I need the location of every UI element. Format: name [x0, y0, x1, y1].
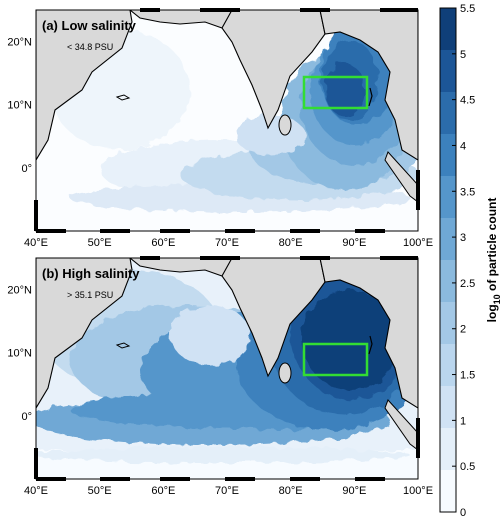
frame-bar-left — [34, 448, 38, 479]
land-sumatra — [384, 399, 418, 451]
x-tick-label: 50°E — [88, 485, 112, 497]
colorbar-bin — [440, 92, 456, 134]
x-tick-label: 90°E — [342, 237, 366, 249]
colorbar-tick-label: 5 — [460, 49, 466, 61]
colorbar: 5.5 5 4.5 4 3.5 3 2.5 2 1.5 1 0.5 0 log10 of partic… — [439, 3, 500, 519]
panel-subtitle: > 35.1 PSU — [67, 290, 113, 300]
panel-subtitle: < 34.8 PSU — [67, 42, 113, 52]
axis-ticks: 40°E 50°E 60°E 70°E 80°E 90°E 100°E 20°N 10°N 0° — [7, 37, 433, 249]
frame-bar-right — [416, 170, 420, 210]
colorbar-bin — [440, 176, 456, 218]
frame-bar-bottom — [36, 229, 385, 233]
colorbar-tick-label: 5.5 — [460, 3, 475, 15]
colorbar-tick-label: 0.5 — [460, 461, 475, 473]
x-tick-label: 90°E — [342, 485, 366, 497]
colorbar-tick-label: 2 — [460, 324, 466, 336]
frame-bar-right — [416, 418, 420, 458]
frame-bar-top — [140, 8, 418, 12]
x-tick-label: 100°E — [403, 485, 433, 497]
colorbar-bin — [440, 218, 456, 260]
land-arabia-africa — [36, 10, 133, 162]
colorbar-tick-label: 1.5 — [460, 370, 475, 382]
release-box — [302, 342, 369, 377]
colorbar-bin — [440, 260, 456, 302]
colorbar-bin — [440, 344, 456, 386]
frame-bar-left — [34, 200, 38, 231]
x-tick-label: 80°E — [279, 237, 303, 249]
land-sri-lanka — [278, 114, 292, 136]
colorbar-bin — [440, 386, 456, 428]
x-tick-label: 40°E — [24, 237, 48, 249]
y-tick-label: 20°N — [7, 37, 32, 49]
land-andaman-islands — [368, 87, 373, 107]
y-tick-label: 0° — [21, 163, 32, 175]
x-tick-label: 50°E — [88, 237, 112, 249]
panel-a: (a) Low salinity < 34.8 PSU 40°E 50°E 60°E… — [7, 8, 433, 249]
colorbar-tick-label: 2.5 — [460, 278, 475, 290]
panel-title: (a) Low salinity — [42, 18, 137, 33]
land-southeast-asia — [319, 258, 418, 409]
colorbar-tick-label: 0 — [460, 507, 466, 519]
colorbar-tick-label: 3.5 — [460, 186, 475, 198]
x-tick-label: 40°E — [24, 485, 48, 497]
axis-ticks: 40°E 50°E 60°E 70°E 80°E 90°E 100°E 20°N 10°N 0° — [7, 285, 433, 497]
land-arabia-africa — [36, 258, 133, 410]
colorbar-bin — [440, 50, 456, 92]
colorbar-tick-label: 4.5 — [460, 95, 475, 107]
x-tick-label: 80°E — [279, 485, 303, 497]
x-tick-label: 100°E — [403, 237, 433, 249]
colorbar-tick-label: 1 — [460, 415, 466, 427]
colorbar-bin — [440, 302, 456, 344]
land-socotra — [115, 94, 131, 101]
x-tick-label: 70°E — [215, 237, 239, 249]
panel-title: (b) High salinity — [42, 266, 140, 281]
land-andaman-islands — [368, 335, 373, 355]
land-socotra — [115, 342, 131, 349]
x-tick-label: 60°E — [151, 237, 175, 249]
colorbar-frame — [439, 7, 457, 513]
colorbar-bin — [440, 470, 456, 512]
y-tick-label: 20°N — [7, 285, 32, 297]
colorbar-tick-label: 4 — [460, 140, 466, 152]
colorbar-label: log10 of particle count — [485, 198, 500, 323]
y-tick-label: 10°N — [7, 348, 32, 360]
particle-density-field — [50, 25, 418, 212]
colorbar-bin — [440, 134, 456, 176]
land-sumatra — [384, 151, 418, 203]
x-tick-label: 70°E — [215, 485, 239, 497]
land-southeast-asia — [319, 10, 418, 161]
panel-b: (b) High salinity > 35.1 PSU 40°E 50°E 60°… — [7, 256, 433, 497]
colorbar-bin — [440, 8, 456, 50]
x-tick-label: 60°E — [151, 485, 175, 497]
y-tick-label: 10°N — [7, 100, 32, 112]
land-sri-lanka — [278, 362, 292, 384]
frame-bar-top — [140, 256, 418, 260]
y-tick-label: 0° — [21, 411, 32, 423]
colorbar-tick-label: 3 — [460, 232, 466, 244]
colorbar-bin — [440, 428, 456, 470]
release-box — [302, 75, 369, 110]
frame-bar-bottom — [36, 477, 385, 481]
